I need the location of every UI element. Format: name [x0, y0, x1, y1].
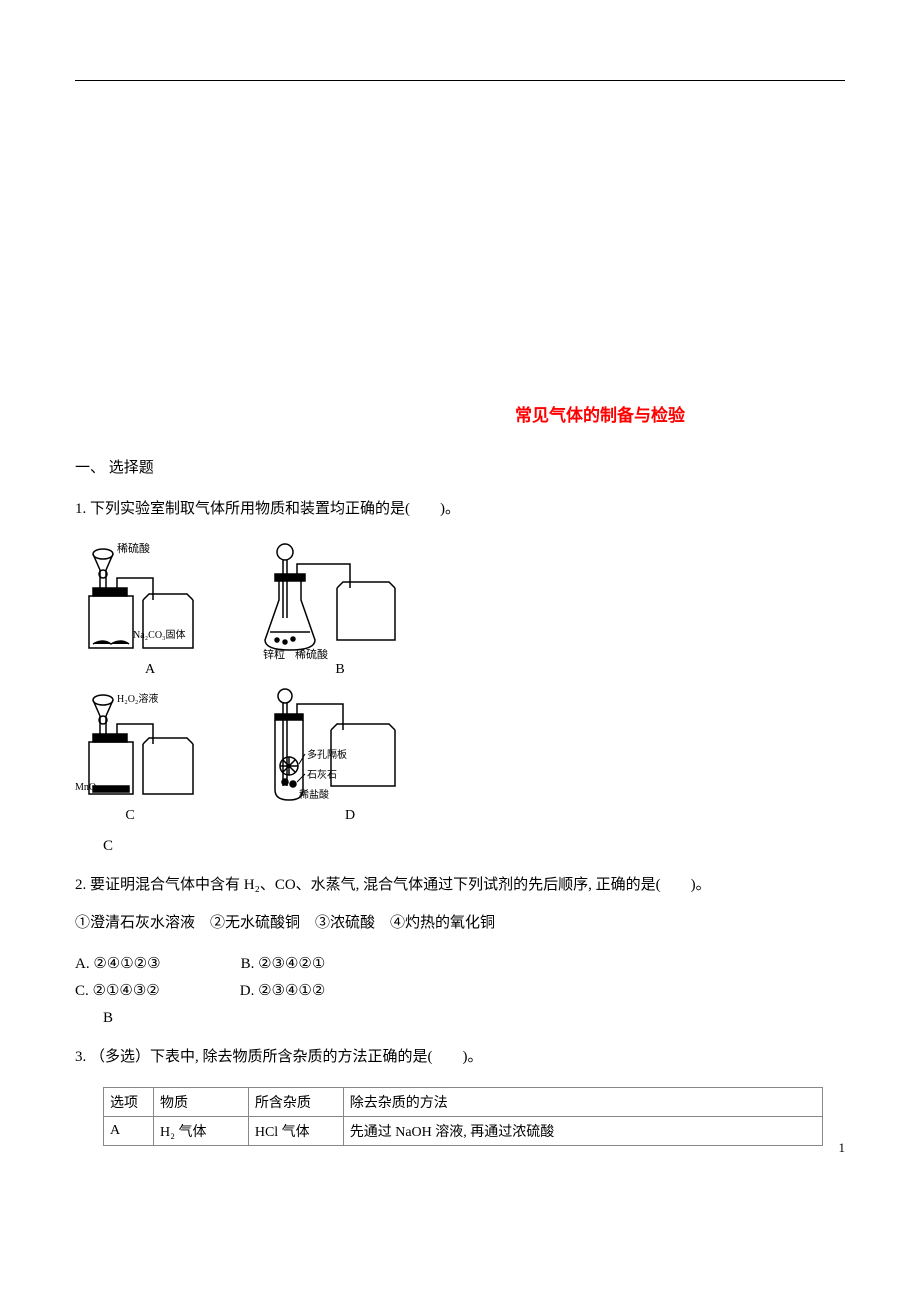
diag-B-left: 锌粒	[263, 647, 285, 660]
diag-A-letter: A	[75, 662, 225, 678]
diag-C-solid: MnO₂	[75, 782, 100, 793]
th-2: 所含杂质	[248, 1088, 343, 1117]
table-row: A H₂ 气体 HCl 气体 先通过 NaOH 溶液, 再通过浓硫酸	[104, 1117, 823, 1146]
page-title: 常见气体的制备与检验	[355, 401, 845, 426]
q3-table: 选项 物质 所含杂质 除去杂质的方法 A H₂ 气体 HCl 气体 先通过 Na…	[103, 1087, 823, 1146]
q1-diagrams: 稀硫酸 Na₂CO₃固体 A	[75, 540, 845, 824]
diagram-C: H₂O₂溶液 MnO₂ C	[75, 686, 225, 824]
q2-opt-B: B. ②③④②①	[241, 954, 326, 973]
diag-A-solid-label: Na₂CO₃固体	[133, 629, 186, 641]
apparatus-A-svg: 稀硫酸 Na₂CO₃固体	[75, 540, 225, 660]
q2-opt-A: A. ②④①②③	[75, 954, 161, 973]
q2-options: A. ②④①②③ B. ②③④②① C. ②①④③② D. ②③④①②	[75, 954, 845, 1000]
th-3: 除去杂质的方法	[343, 1088, 822, 1117]
apparatus-C-svg: H₂O₂溶液 MnO₂	[75, 686, 225, 806]
table-header-row: 选项 物质 所含杂质 除去杂质的方法	[104, 1088, 823, 1117]
title-text: 常见气体的制备与检验	[515, 406, 685, 425]
diagram-D: 多孔隔板 石灰石 稀盐酸 D	[255, 686, 445, 824]
apparatus-B-svg: 锌粒 稀硫酸	[255, 540, 425, 660]
q1-answer: C	[103, 838, 845, 855]
diag-B-letter: B	[255, 662, 425, 678]
diag-C-letter: C	[35, 808, 225, 824]
diag-D-letter: D	[255, 808, 445, 824]
td-0-0: A	[104, 1117, 154, 1146]
td-0-2: HCl 气体	[248, 1117, 343, 1146]
q2-answer: B	[103, 1010, 845, 1027]
q2-stem: 2. 要证明混合气体中含有 H₂、CO、水蒸气, 混合气体通过下列试剂的先后顺序…	[75, 871, 845, 900]
th-1: 物质	[153, 1088, 248, 1117]
diag-A-top-label: 稀硫酸	[117, 541, 150, 555]
question-1: 1. 下列实验室制取气体所用物质和装置均正确的是( )。	[75, 495, 845, 524]
th-0: 选项	[104, 1088, 154, 1117]
q1-stem: 1. 下列实验室制取气体所用物质和装置均正确的是( )。	[75, 495, 845, 524]
question-3: 3. （多选）下表中, 除去物质所含杂质的方法正确的是( )。	[75, 1043, 845, 1072]
diag-D-p1: 多孔隔板	[307, 748, 347, 761]
td-0-1: H₂ 气体	[153, 1117, 248, 1146]
q2-opt-C: C. ②①④③②	[75, 981, 160, 1000]
td-0-3: 先通过 NaOH 溶液, 再通过浓硫酸	[343, 1117, 822, 1146]
top-rule	[75, 80, 845, 81]
q2-opt-D: D. ②③④①②	[240, 981, 326, 1000]
diag-D-p2: 石灰石	[307, 768, 337, 781]
diag-D-p3: 稀盐酸	[299, 788, 329, 801]
diag-C-top: H₂O₂溶液	[117, 692, 158, 705]
section-heading: 一、 选择题	[75, 456, 845, 477]
apparatus-D-svg: 多孔隔板 石灰石 稀盐酸	[255, 686, 445, 806]
question-2: 2. 要证明混合气体中含有 H₂、CO、水蒸气, 混合气体通过下列试剂的先后顺序…	[75, 871, 845, 938]
diagram-A: 稀硫酸 Na₂CO₃固体 A	[75, 540, 225, 678]
diagram-B: 锌粒 稀硫酸 B	[255, 540, 425, 678]
q2-reagents: ①澄清石灰水溶液 ②无水硫酸铜 ③浓硫酸 ④灼热的氧化铜	[75, 909, 845, 938]
page-number: 1	[839, 1140, 846, 1156]
diag-B-right: 稀硫酸	[295, 647, 328, 660]
q3-stem: 3. （多选）下表中, 除去物质所含杂质的方法正确的是( )。	[75, 1043, 845, 1072]
